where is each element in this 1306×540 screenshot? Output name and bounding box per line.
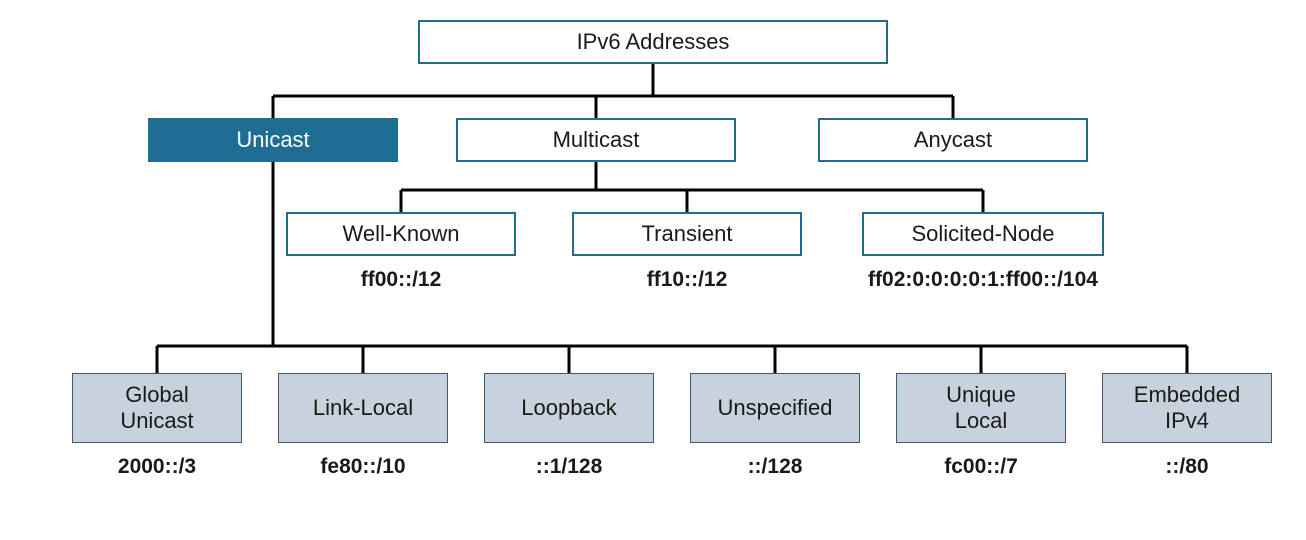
multicast-child-well_known: Well-Known bbox=[286, 212, 516, 256]
multicast-child-transient: Transient bbox=[572, 212, 802, 256]
multicast-child-transient-sublabel: ff10::/12 bbox=[572, 268, 802, 292]
unicast-child-unique: Unique Local bbox=[896, 373, 1066, 443]
unicast-child-unspecified-sublabel: ::/128 bbox=[690, 455, 860, 479]
branch-unicast: Unicast bbox=[148, 118, 398, 162]
unicast-child-unique-sublabel: fc00::/7 bbox=[896, 455, 1066, 479]
unicast-child-global-sublabel: 2000::/3 bbox=[72, 455, 242, 479]
unicast-child-global: Global Unicast bbox=[72, 373, 242, 443]
unicast-child-unspecified: Unspecified bbox=[690, 373, 860, 443]
branch-multicast: Multicast bbox=[456, 118, 736, 162]
multicast-child-solicited-sublabel: ff02:0:0:0:0:1:ff00::/104 bbox=[862, 268, 1104, 292]
branch-anycast: Anycast bbox=[818, 118, 1088, 162]
unicast-child-link_local: Link-Local bbox=[278, 373, 448, 443]
ipv6-address-tree: IPv6 Addresses Unicast Multicast Anycast We… bbox=[0, 0, 1306, 540]
root-node: IPv6 Addresses bbox=[418, 20, 888, 64]
unicast-child-embedded: Embedded IPv4 bbox=[1102, 373, 1272, 443]
unicast-child-loopback: Loopback bbox=[484, 373, 654, 443]
unicast-child-embedded-sublabel: ::/80 bbox=[1102, 455, 1272, 479]
multicast-child-solicited: Solicited-Node bbox=[862, 212, 1104, 256]
unicast-child-loopback-sublabel: ::1/128 bbox=[484, 455, 654, 479]
unicast-child-link_local-sublabel: fe80::/10 bbox=[278, 455, 448, 479]
multicast-child-well_known-sublabel: ff00::/12 bbox=[286, 268, 516, 292]
